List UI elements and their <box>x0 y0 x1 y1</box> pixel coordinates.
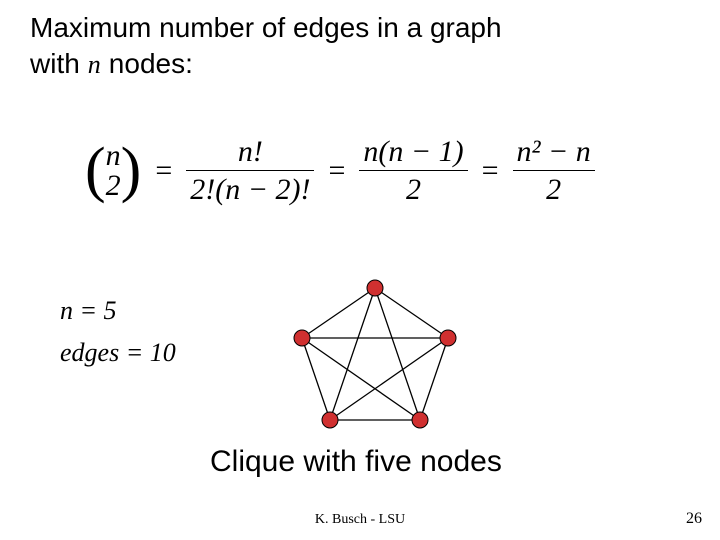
eq1: = <box>155 154 172 188</box>
binom-top: n <box>106 141 121 171</box>
eq2: = <box>328 154 345 188</box>
paren-left: ( <box>85 146 106 196</box>
binom-bot: 2 <box>106 171 121 201</box>
page-number: 26 <box>686 510 702 528</box>
clique-graph <box>280 270 470 450</box>
graph-svg <box>280 270 470 445</box>
title-line1: Maximum number of edges in a graph <box>30 10 502 46</box>
eq3: = <box>482 154 499 188</box>
paren-right: ) <box>121 146 142 196</box>
frac3: n² − n 2 <box>513 135 595 206</box>
formula: ( n 2 ) = n! 2!(n − 2)! = n(n − 1) 2 = n… <box>85 135 595 206</box>
footer-author: K. Busch - LSU <box>0 512 720 528</box>
example-values: n = 5 edges = 10 <box>60 290 176 373</box>
slide-title: Maximum number of edges in a graph with … <box>30 10 502 83</box>
frac1: n! 2!(n − 2)! <box>186 135 314 206</box>
example-edges: edges = 10 <box>60 332 176 374</box>
example-n: n = 5 <box>60 290 176 332</box>
title-var-n: n <box>88 48 101 82</box>
title-line2: with n nodes: <box>30 46 502 82</box>
title-nodes: nodes: <box>109 46 193 82</box>
graph-caption: Clique with five nodes <box>210 445 502 479</box>
frac2: n(n − 1) 2 <box>359 135 467 206</box>
title-with: with <box>30 46 80 82</box>
binomial: ( n 2 ) <box>85 141 141 201</box>
